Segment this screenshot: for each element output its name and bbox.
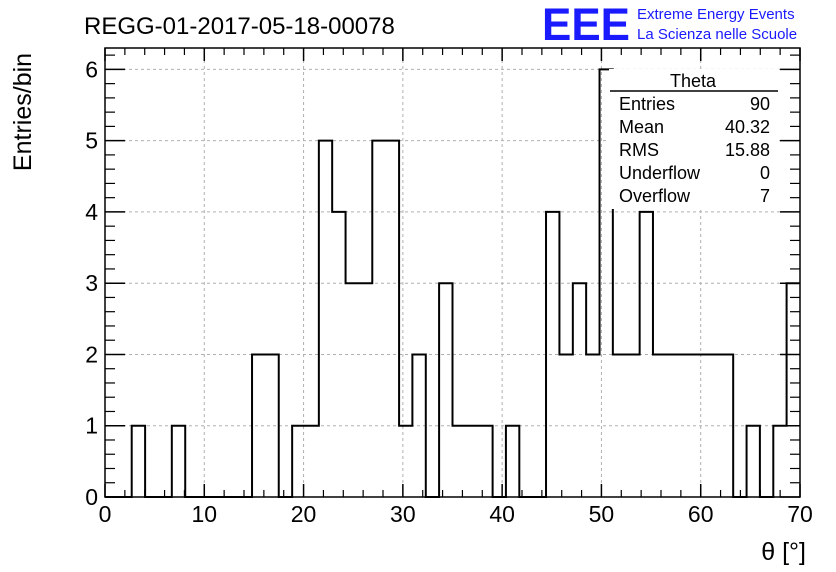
stats-value-entries: 90	[750, 94, 770, 114]
grid-layer	[104, 48, 801, 498]
histogram-bin	[479, 426, 492, 497]
histogram-bin	[787, 283, 800, 497]
histogram-bin	[573, 283, 586, 497]
histogram-bin	[359, 283, 372, 497]
histogram-bin	[319, 141, 332, 497]
x-tick-label: 20	[291, 501, 317, 527]
stats-box: Theta Entries 90 Mean 40.32 RMS 15.88 Underflo…	[609, 69, 779, 209]
stats-label-rms: RMS	[619, 140, 659, 160]
eee-logo: EEE Extreme Energy Events La Scienza nel…	[542, 0, 797, 50]
eee-logo-mark: EEE	[542, 0, 630, 50]
stats-value-mean: 40.32	[725, 117, 770, 137]
histogram-bin	[773, 426, 786, 497]
chart-title: REGG-01-2017-05-18-00078	[84, 13, 395, 40]
y-tick-label: 1	[85, 413, 98, 439]
histogram-bin	[305, 426, 318, 497]
histogram-bin	[172, 426, 185, 497]
histogram-bin	[346, 283, 359, 497]
stats-value-underflow: 0	[760, 163, 770, 183]
stats-label-underflow: Underflow	[619, 163, 701, 183]
y-tick-label: 2	[85, 341, 98, 367]
y-tick-label: 3	[85, 270, 98, 296]
y-tick-label: 6	[85, 56, 98, 82]
y-tick-label: 0	[85, 484, 98, 510]
y-tick-label: 4	[85, 199, 98, 225]
stats-box-title: Theta	[670, 71, 717, 91]
stats-label-mean: Mean	[619, 117, 664, 137]
histogram-bin	[613, 354, 626, 497]
x-tick-label: 0	[99, 501, 112, 527]
y-axis-label: Entries/bin	[9, 53, 37, 171]
histogram-bin	[453, 426, 466, 497]
stats-value-rms: 15.88	[725, 140, 770, 160]
stats-label-overflow: Overflow	[619, 186, 691, 206]
x-tick-label: 50	[589, 501, 615, 527]
x-tick-label: 10	[191, 501, 217, 527]
x-tick-label: 30	[390, 501, 416, 527]
stats-box-background	[609, 69, 779, 209]
plot-frame	[104, 47, 801, 498]
stats-rows: Entries 90 Mean 40.32 RMS 15.88 Underflow 0 Over…	[619, 94, 770, 206]
x-tick-label: 70	[787, 501, 813, 527]
x-tick-label: 60	[688, 501, 714, 527]
histogram-bin	[132, 426, 145, 497]
histogram-bin	[439, 283, 452, 497]
histogram-bin	[747, 426, 760, 497]
y-tick-label: 5	[85, 128, 98, 154]
stats-label-entries: Entries	[619, 94, 675, 114]
x-tick-label: 40	[489, 501, 515, 527]
histogram-bin	[386, 141, 399, 497]
histogram-bin	[466, 426, 479, 497]
histogram-bin	[372, 141, 385, 497]
x-axis-label: θ [°]	[761, 538, 806, 566]
histogram-bin	[506, 426, 519, 497]
eee-logo-line1: Extreme Energy Events	[637, 6, 795, 23]
histogram-bin	[399, 426, 412, 497]
stats-value-overflow: 7	[760, 186, 770, 206]
eee-logo-line2: La Scienza nelle Scuole	[637, 26, 797, 43]
